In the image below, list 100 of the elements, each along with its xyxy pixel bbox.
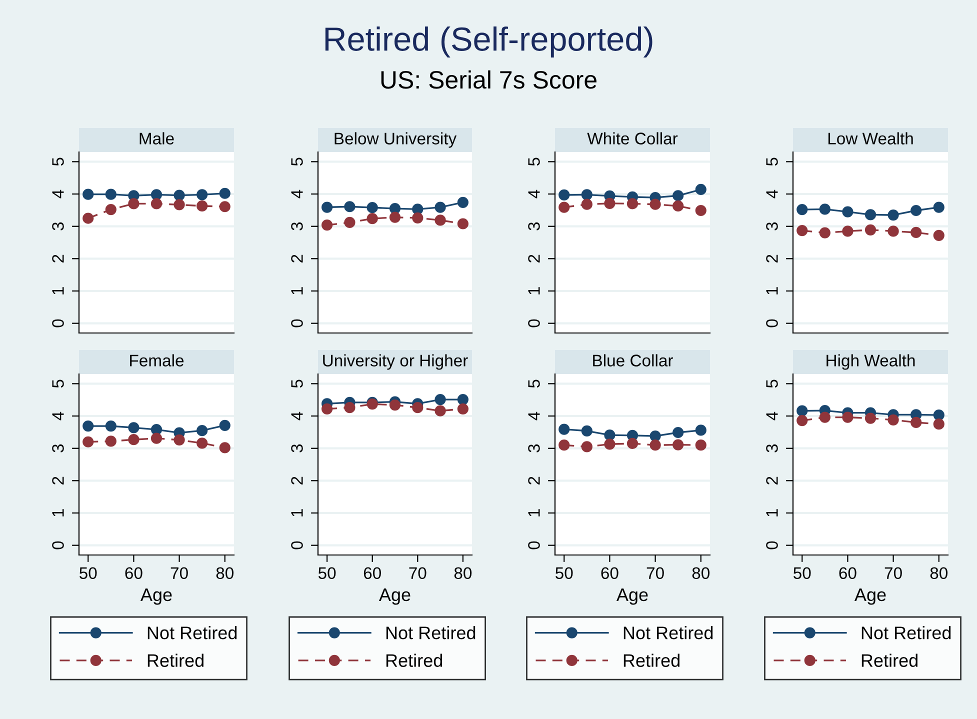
point <box>672 200 684 212</box>
y-tick-label: 3 <box>766 222 778 230</box>
x-tick-label: 70 <box>409 567 426 580</box>
point <box>650 198 661 210</box>
point <box>219 201 230 212</box>
y-tick-label: 5 <box>528 380 540 388</box>
y-tick-label: 2 <box>52 254 64 262</box>
point <box>796 224 808 236</box>
point <box>150 189 162 200</box>
point <box>389 399 401 411</box>
point <box>322 403 333 414</box>
point <box>412 204 424 215</box>
point <box>910 226 922 238</box>
legend-label: Retired <box>148 654 204 667</box>
point <box>604 438 616 450</box>
chart-title: High Wealth <box>826 354 915 370</box>
point <box>842 226 854 237</box>
y-tick-label: 1 <box>52 509 64 516</box>
point <box>604 198 616 209</box>
x-tick-label: 50 <box>80 567 97 580</box>
point <box>150 198 162 210</box>
y-tick-label: 5 <box>52 158 64 166</box>
x-tick-label: 70 <box>170 567 188 580</box>
y-tick-label: 4 <box>766 190 778 198</box>
point <box>196 189 208 200</box>
y-tick-label: 0 <box>766 541 778 550</box>
point <box>366 202 378 214</box>
y-tick-label: 2 <box>766 476 778 484</box>
point <box>695 440 706 451</box>
y-tick-label: 0 <box>52 319 64 328</box>
y-tick-label: 5 <box>766 380 778 388</box>
y-tick-label: 1 <box>52 287 64 294</box>
text: US: Serial 7s Score <box>381 70 596 89</box>
point <box>457 394 468 406</box>
point <box>842 412 854 423</box>
point <box>412 212 424 224</box>
y-tick-label: 3 <box>291 222 303 230</box>
point <box>581 198 592 210</box>
point <box>344 201 356 212</box>
point <box>933 409 944 421</box>
y-tick-label: 3 <box>528 444 540 452</box>
y-tick-label: 2 <box>528 254 540 262</box>
point <box>626 198 638 210</box>
x-tick-label: 50 <box>556 567 573 580</box>
y-tick-label: 4 <box>528 190 540 198</box>
point <box>672 190 684 202</box>
y-tick-label: 3 <box>766 444 778 452</box>
point <box>82 212 94 224</box>
point <box>105 420 116 432</box>
y-tick-label: 1 <box>528 509 540 516</box>
y-tick-label: 4 <box>52 412 64 420</box>
legend-label: Retired <box>624 654 680 667</box>
point <box>105 188 116 200</box>
point <box>888 209 899 221</box>
x-tick-label: 50 <box>318 567 336 580</box>
chart-title: Female <box>130 354 184 366</box>
point <box>105 204 116 216</box>
point <box>888 226 899 237</box>
point <box>389 203 401 214</box>
y-tick-label: 1 <box>291 509 303 516</box>
point <box>434 394 446 406</box>
point <box>796 204 808 216</box>
point <box>672 426 684 438</box>
y-tick-label: 5 <box>52 380 64 388</box>
point <box>457 218 468 230</box>
y-tick-label: 0 <box>766 319 778 328</box>
point <box>82 420 94 432</box>
point <box>196 200 208 212</box>
point <box>796 414 808 426</box>
point <box>174 190 185 201</box>
y-tick-label: 4 <box>52 190 64 198</box>
point <box>796 405 808 416</box>
point <box>366 213 378 224</box>
point <box>626 438 638 450</box>
legend-label: Not Retired <box>624 626 713 640</box>
y-tick-label: 4 <box>528 412 540 420</box>
y-tick-label: 1 <box>291 287 303 294</box>
x-tick-label: 80 <box>216 567 234 580</box>
x-tick-label: 80 <box>930 567 948 580</box>
point <box>695 184 706 196</box>
y-tick-label: 5 <box>766 158 778 166</box>
point <box>581 425 592 436</box>
chart-title: Low Wealth <box>828 132 913 144</box>
y-tick-label: 3 <box>52 444 64 452</box>
y-tick-label: 0 <box>291 541 303 550</box>
point <box>82 436 94 448</box>
x-tick-label: 80 <box>692 567 710 580</box>
point <box>322 219 333 231</box>
point <box>344 402 356 414</box>
point <box>457 403 468 414</box>
x-axis-title: Age <box>616 588 648 605</box>
point <box>412 402 424 414</box>
y-tick-label: 5 <box>528 158 540 166</box>
y-tick-label: 2 <box>766 254 778 262</box>
point <box>910 416 922 428</box>
text: Retired (Self-reported) <box>325 26 652 58</box>
point <box>128 434 140 446</box>
point <box>888 414 899 426</box>
legend-label: Not Retired <box>386 626 476 640</box>
chart-title: Male <box>140 132 174 144</box>
